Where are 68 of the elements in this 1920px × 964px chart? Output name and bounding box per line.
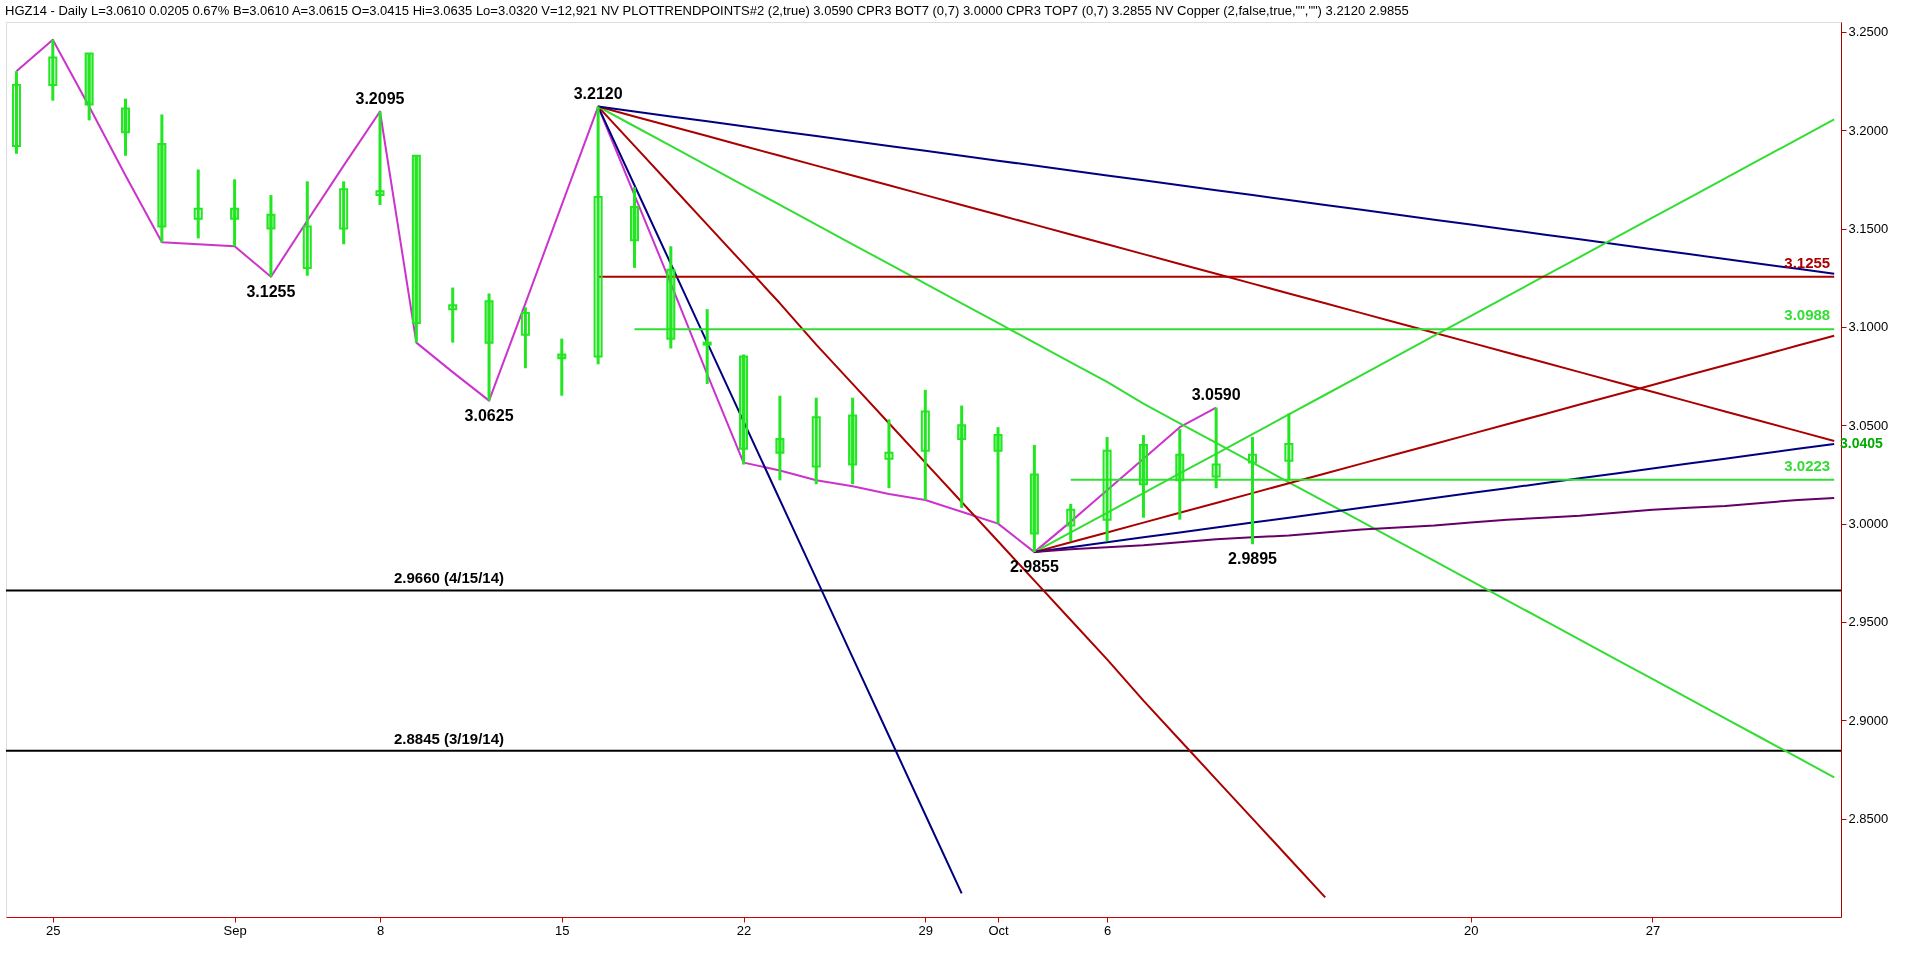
candlestick bbox=[593, 106, 603, 365]
candlestick bbox=[629, 187, 639, 268]
candlestick bbox=[1284, 413, 1294, 481]
candlestick bbox=[702, 309, 712, 384]
candlestick bbox=[484, 293, 494, 401]
candlestick bbox=[11, 71, 21, 154]
series-label: 3.0223 bbox=[1784, 456, 1831, 474]
x-tick-label: 27 bbox=[1645, 922, 1661, 938]
series-label: 3.0988 bbox=[1784, 306, 1831, 324]
y-tick-label: 3.0500 bbox=[1848, 417, 1889, 433]
candlestick bbox=[121, 98, 131, 156]
candlestick bbox=[193, 169, 203, 239]
annotation: 3.2095 bbox=[355, 89, 405, 107]
candlestick bbox=[157, 114, 167, 243]
candlestick bbox=[266, 195, 276, 277]
candlestick bbox=[411, 154, 421, 343]
candlestick bbox=[1138, 435, 1148, 518]
candlestick bbox=[993, 427, 1003, 524]
candlestick bbox=[775, 395, 785, 481]
candlestick bbox=[230, 179, 240, 248]
x-tick-label: 15 bbox=[555, 922, 570, 938]
y-tick-label: 2.8500 bbox=[1848, 811, 1889, 827]
candlestick bbox=[848, 397, 858, 485]
candlestick bbox=[448, 287, 458, 343]
y-tick-label: 3.0000 bbox=[1848, 516, 1889, 532]
x-tick-label: Oct bbox=[988, 922, 1010, 938]
chart-title: HGZ14 - Daily L=3.0610 0.0205 0.67% B=3.0610 A=3.0615 O=3.0415 Hi=3.0635 Lo=3.0320 V=12,921 NV PLOTTRENDPOINTS#2 (2,true) 3.0590 CPR3 BOT7 (0,7) 3.0000 CPR3 TOP7 (0,7) 3.2855 NV Copper (2,false,true,"","") 3.2120 2.9855 bbox=[5, 3, 1409, 18]
annotation: 3.0625 bbox=[464, 406, 514, 424]
candlestick bbox=[84, 52, 94, 121]
x-tick-label: 29 bbox=[918, 922, 934, 938]
candlestick bbox=[1211, 407, 1221, 490]
candlestick bbox=[557, 338, 567, 396]
ref-line-label: 2.9660 (4/15/14) bbox=[393, 569, 505, 587]
y-tick-label: 3.2000 bbox=[1848, 122, 1889, 138]
annotation: 3.0590 bbox=[1191, 385, 1241, 403]
candlestick bbox=[1248, 437, 1258, 545]
x-tick-label: Sep bbox=[223, 922, 247, 938]
candlestick bbox=[1066, 502, 1076, 542]
line-series bbox=[1033, 497, 1836, 554]
ref-line-label: 2.8845 (3/19/14) bbox=[393, 729, 505, 747]
candlestick bbox=[884, 419, 894, 490]
annotation: 3.1255 bbox=[246, 282, 296, 300]
candlestick bbox=[520, 307, 530, 370]
x-tick-label: 25 bbox=[46, 922, 61, 938]
y-tick-label: 2.9500 bbox=[1848, 614, 1889, 630]
candlestick bbox=[1029, 443, 1039, 554]
x-tick-label: 22 bbox=[736, 922, 752, 938]
x-tick-label: 20 bbox=[1463, 922, 1479, 938]
candlestick bbox=[1175, 429, 1185, 520]
x-tick-label: 6 bbox=[1103, 922, 1112, 938]
candlestick bbox=[302, 181, 312, 276]
candlestick bbox=[375, 111, 385, 205]
candlestick bbox=[1102, 437, 1112, 542]
candlestick bbox=[339, 181, 349, 245]
annotation: 3.2120 bbox=[573, 84, 623, 102]
x-tick-label: 8 bbox=[376, 922, 385, 938]
annotation: 2.9895 bbox=[1228, 550, 1278, 568]
candlestick bbox=[666, 246, 676, 349]
y-tick-label: 2.9000 bbox=[1848, 712, 1889, 728]
y-tick-label: 3.1000 bbox=[1848, 319, 1889, 335]
y-tick-label: 3.2500 bbox=[1848, 24, 1889, 40]
y-tick-label: 3.1500 bbox=[1848, 221, 1889, 237]
candlestick bbox=[920, 388, 930, 500]
candlestick bbox=[48, 39, 58, 101]
series-label: 3.1255 bbox=[1784, 253, 1831, 271]
candlestick bbox=[957, 405, 967, 508]
candlestick bbox=[811, 397, 821, 485]
candlestick bbox=[739, 354, 749, 465]
